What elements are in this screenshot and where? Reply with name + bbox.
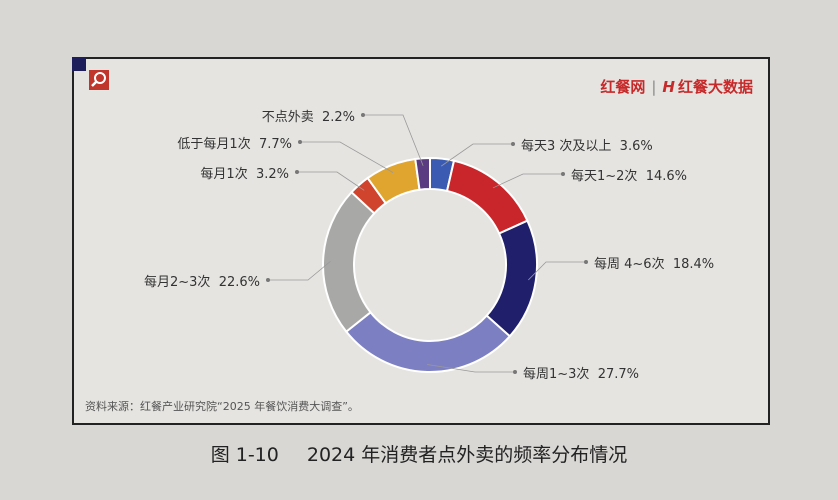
figure-number: 图 1-10: [210, 444, 279, 466]
chart-title: 2024 年消费者点外卖的频率分布情况: [306, 444, 628, 466]
leader-line: [300, 141, 394, 173]
slice-label-text: 低于每月1次: [177, 137, 251, 152]
donut-slice: [344, 310, 512, 373]
leader-dot: [511, 142, 515, 146]
slice-label: 每月1次 3.2%: [200, 163, 289, 182]
slice-value: 27.7%: [589, 367, 639, 382]
slice-value: 18.4%: [664, 257, 715, 272]
leader-line: [528, 261, 586, 281]
logo: 红餐网 | H 红餐大数据: [600, 78, 753, 96]
slice-value: 22.6%: [210, 275, 260, 290]
slice-value: 3.6%: [611, 139, 653, 154]
slice-label: 每周1~3次 27.7%: [523, 363, 639, 382]
figure-caption: 图 1-10 2024 年消费者点外卖的频率分布情况: [0, 440, 838, 467]
corner-block: [72, 57, 86, 71]
search-icon: [89, 70, 109, 90]
slice-label-text: 不点外卖: [261, 110, 314, 125]
slice-value: 14.6%: [637, 169, 687, 184]
slice-label-text: 每周1~3次: [523, 367, 590, 382]
leader-line: [297, 171, 365, 191]
source-note: 资料来源：红餐产业研究院“2025 年餐饮消费大调查”。: [85, 400, 359, 413]
slice-label-text: 每月2~3次: [144, 275, 211, 290]
slice-label-text: 每天3 次及以上: [521, 139, 612, 154]
slice-label: 每天3 次及以上 3.6%: [521, 135, 653, 154]
slice-value: 2.2%: [313, 110, 355, 125]
donut-slice: [322, 190, 376, 334]
slice-label: 每月2~3次 22.6%: [144, 271, 260, 290]
leader-line: [427, 364, 515, 373]
leader-dot: [295, 170, 299, 174]
leader-dot: [584, 260, 588, 264]
slice-label: 不点外卖 2.2%: [262, 106, 355, 125]
leader-line: [441, 143, 513, 167]
leader-dot: [361, 113, 365, 117]
logo-brand2: 红餐大数据: [677, 78, 753, 96]
leader-line: [492, 173, 563, 189]
slice-value: 3.2%: [247, 167, 289, 182]
logo-brand1: 红餐网: [600, 78, 646, 96]
leader-line: [268, 260, 331, 281]
leader-dot: [561, 172, 565, 176]
donut-slice: [445, 159, 529, 235]
leader-dot: [513, 370, 517, 374]
logo-mark: H: [662, 78, 675, 96]
slice-label-text: 每周 4~6次: [594, 257, 665, 272]
slice-value: 7.7%: [250, 137, 292, 152]
slice-label-text: 每月1次: [200, 167, 248, 182]
leader-dot: [298, 140, 302, 144]
leader-line: [363, 114, 424, 166]
slice-label-text: 每天1~2次: [571, 169, 638, 184]
slice-label: 每周 4~6次 18.4%: [594, 253, 714, 272]
slice-label: 低于每月1次 7.7%: [177, 133, 292, 152]
leader-dot: [266, 278, 270, 282]
slice-label: 每天1~2次 14.6%: [571, 165, 687, 184]
